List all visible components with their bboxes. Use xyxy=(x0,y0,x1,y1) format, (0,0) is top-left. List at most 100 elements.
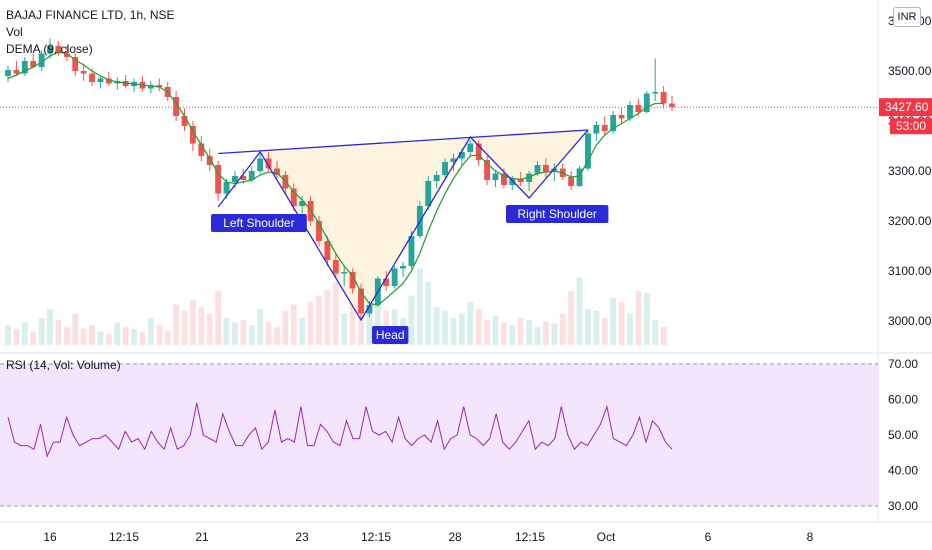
volume-bar xyxy=(240,319,247,345)
volume-bar xyxy=(500,322,507,345)
candle-body xyxy=(231,176,238,182)
candle-body xyxy=(643,93,650,112)
volume-bar xyxy=(341,313,348,345)
rsi-tick-label: 40.00 xyxy=(888,464,918,478)
candle-body xyxy=(55,46,62,54)
volume-bar xyxy=(265,321,272,345)
volume-bar xyxy=(131,328,138,345)
volume-bar xyxy=(105,334,112,345)
candle-body xyxy=(257,158,264,171)
candle-body xyxy=(366,305,373,314)
volume-bar xyxy=(181,310,188,345)
time-tick-label: 12:15 xyxy=(109,530,139,544)
volume-bar xyxy=(198,307,205,345)
volume-bar xyxy=(551,323,558,345)
candle-body xyxy=(223,182,230,194)
volume-bar xyxy=(559,313,566,345)
left-shoulder-box xyxy=(211,214,307,232)
volume-bar xyxy=(282,310,289,345)
volume-bar xyxy=(509,325,516,345)
candle-body xyxy=(593,125,600,134)
candle-body xyxy=(5,70,11,76)
volume-bar xyxy=(114,322,121,345)
candle-body xyxy=(47,46,53,54)
volume-bar xyxy=(635,291,642,345)
volume-bar xyxy=(332,282,339,345)
volume-bar xyxy=(618,301,625,345)
volume-bar xyxy=(38,318,45,345)
time-tick-label: 28 xyxy=(448,530,462,544)
rsi-tick-label: 30.00 xyxy=(888,499,918,513)
volume-legend[interactable]: Vol xyxy=(6,25,23,39)
symbol-title[interactable]: BAJAJ FINANCE LTD, 1h, NSE xyxy=(6,8,175,22)
volume-bar xyxy=(122,327,129,345)
price-tick-label: 3300.00 xyxy=(888,164,932,178)
candle-body xyxy=(324,241,331,260)
candle-body xyxy=(509,178,516,185)
volume-bar xyxy=(366,304,373,345)
countdown-badge xyxy=(890,118,932,135)
volume-bar xyxy=(290,304,297,345)
volume-bar xyxy=(89,325,95,345)
current-price-label: 3427.60 xyxy=(885,100,929,114)
volume-bar xyxy=(72,313,79,345)
candle-body xyxy=(425,181,432,206)
currency-badge[interactable]: INR xyxy=(893,7,921,27)
time-tick-label: 6 xyxy=(705,530,712,544)
volume-bar xyxy=(526,319,533,345)
volume-bar xyxy=(416,268,423,345)
candle-body xyxy=(391,268,398,286)
candle-body xyxy=(442,162,449,175)
volume-bar xyxy=(80,328,87,345)
candle-body xyxy=(105,78,112,84)
volume-bar xyxy=(147,318,154,345)
volume-bar xyxy=(458,313,465,345)
candle-body xyxy=(265,158,272,169)
time-tick-label: 16 xyxy=(43,530,57,544)
candle-body xyxy=(383,278,390,286)
pattern-zigzag xyxy=(217,129,589,322)
volume-bar xyxy=(442,310,449,345)
dema-legend[interactable]: DEMA (9, close) xyxy=(6,42,93,56)
candle-body xyxy=(198,143,205,156)
volume-bar xyxy=(601,318,608,345)
price-tick-label: 3000.00 xyxy=(888,314,932,328)
volume-bar xyxy=(324,289,331,345)
volume-bar xyxy=(13,328,20,345)
right-shoulder-box xyxy=(506,205,609,223)
countdown-label: 53:00 xyxy=(896,119,926,133)
volume-bar xyxy=(156,325,163,345)
candle-body xyxy=(13,70,20,74)
volume-bar xyxy=(47,309,53,345)
price-tick-label: 3100.00 xyxy=(888,264,932,278)
candle-body xyxy=(517,178,524,182)
volume-bar xyxy=(274,327,280,345)
volume-bar xyxy=(248,325,255,345)
volume-bar xyxy=(585,309,591,345)
candle-body xyxy=(660,92,667,104)
volume-bar xyxy=(257,309,264,345)
candle-body xyxy=(433,175,440,181)
candle-body xyxy=(551,168,558,172)
rsi-tick-label: 50.00 xyxy=(888,428,918,442)
candle-body xyxy=(601,125,608,131)
rsi-legend[interactable]: RSI (14, Vol: Volume) xyxy=(6,358,121,372)
volume-bar xyxy=(189,300,196,345)
volume-bar xyxy=(542,321,549,345)
volume-bar xyxy=(576,277,583,345)
candle-body xyxy=(492,173,499,180)
volume-bar xyxy=(173,304,180,345)
volume-bar xyxy=(643,292,650,345)
volume-bar xyxy=(534,327,541,345)
candle-body xyxy=(30,61,37,67)
candle-body xyxy=(341,272,348,274)
volume-bar xyxy=(484,319,491,345)
volume-bar xyxy=(164,330,171,345)
candle-body xyxy=(332,260,339,274)
time-tick-label: 12:15 xyxy=(515,530,545,544)
volume-bar xyxy=(97,331,104,345)
time-tick-label: 23 xyxy=(295,530,309,544)
candle-body xyxy=(248,171,255,180)
volume-bar xyxy=(215,291,222,345)
